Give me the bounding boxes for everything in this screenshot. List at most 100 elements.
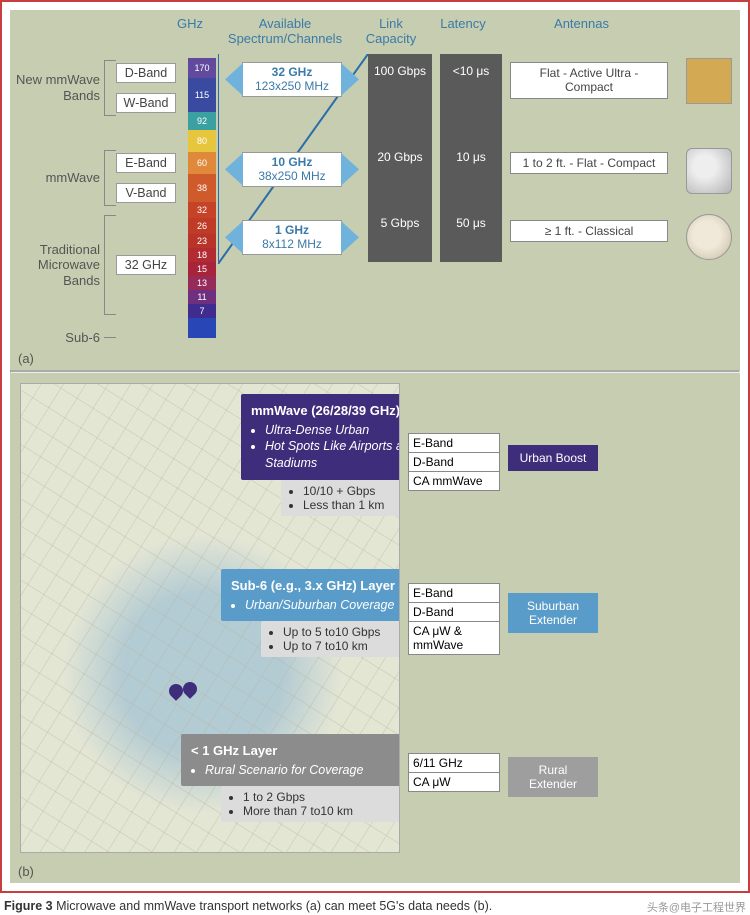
latency-bar: <10 μs 10 μs 50 μs bbox=[440, 54, 502, 262]
capacity-r3: 5 Gbps bbox=[368, 206, 432, 262]
layer-spec-item: Up to 5 to10 Gbps bbox=[283, 625, 400, 639]
band-e: E-Band bbox=[116, 153, 176, 173]
layer-specs: Up to 5 to10 GbpsUp to 7 to10 km bbox=[261, 621, 400, 657]
spectrum-arrow-2: 10 GHz38x250 MHz bbox=[242, 152, 342, 187]
layer-specs: 1 to 2 GbpsMore than 7 to10 km bbox=[221, 786, 400, 822]
ghz-segment: 60 bbox=[188, 152, 216, 174]
band-stack-item: CA μW bbox=[408, 772, 500, 792]
antenna-flat-image bbox=[686, 58, 732, 104]
group-label: Traditional Microwave Bands bbox=[10, 242, 100, 289]
ghz-segment: 7 bbox=[188, 304, 216, 318]
caption-bold: Figure 3 bbox=[4, 899, 53, 913]
right-column: E-BandD-BandCA mmWave Urban Boost E-Band… bbox=[408, 383, 730, 873]
bracket-icon bbox=[104, 215, 116, 315]
figure-caption: Figure 3 Microwave and mmWave transport … bbox=[0, 899, 750, 913]
layer-title: mmWave (26/28/39 GHz) Layer bbox=[251, 402, 400, 420]
ghz-segment: 23 bbox=[188, 234, 216, 248]
band-stack-item: E-Band bbox=[408, 433, 500, 453]
panel-label-a: (a) bbox=[18, 351, 34, 366]
layer-sub6: Sub-6 (e.g., 3.x GHz) Layer Urban/Suburb… bbox=[221, 569, 400, 657]
spectrum-sub: 123x250 MHz bbox=[255, 79, 329, 93]
layer-box: Sub-6 (e.g., 3.x GHz) Layer Urban/Suburb… bbox=[221, 569, 400, 621]
band-stack-item: D-Band bbox=[408, 452, 500, 472]
latency-r2: 10 μs bbox=[440, 140, 502, 206]
layer-spec-item: Up to 7 to10 km bbox=[283, 639, 400, 653]
band-w: W-Band bbox=[116, 93, 176, 113]
antenna-box-3: ≥ 1 ft. - Classical bbox=[510, 220, 668, 242]
capacity-r2: 20 Gbps bbox=[368, 140, 432, 206]
ghz-segment: 26 bbox=[188, 218, 216, 234]
group-traditional: Traditional Microwave Bands 32 GHz bbox=[10, 215, 176, 315]
layer-spec-item: 10/10 + Gbps bbox=[303, 484, 400, 498]
spectrum-arrow-3: 1 GHz8x112 MHz bbox=[242, 220, 342, 255]
header-antennas: Antennas bbox=[499, 16, 664, 46]
group-sub6: Sub-6 bbox=[10, 330, 116, 346]
spectrum-main: 10 GHz bbox=[272, 155, 313, 169]
ghz-segment: 92 bbox=[188, 112, 216, 130]
spectrum-main: 1 GHz bbox=[275, 223, 309, 237]
layer-title: < 1 GHz Layer bbox=[191, 742, 400, 760]
ghz-segment: 170 bbox=[188, 58, 216, 78]
ghz-color-bar: 17011592806038322623181513117 bbox=[188, 58, 216, 338]
panel-b: mmWave (26/28/39 GHz) Layer Ultra-Dense … bbox=[10, 373, 740, 883]
antenna-box-2: 1 to 2 ft. - Flat - Compact bbox=[510, 152, 668, 174]
spectrum-sub: 38x250 MHz bbox=[258, 169, 325, 183]
layer-bullet: Hot Spots Like Airports and Stadiums bbox=[265, 438, 400, 472]
band-stack-item: E-Band bbox=[408, 583, 500, 603]
spectrum-main: 32 GHz bbox=[272, 65, 313, 79]
tag-urban-boost: Urban Boost bbox=[508, 445, 598, 471]
band-stack-item: D-Band bbox=[408, 602, 500, 622]
group-label: Sub-6 bbox=[10, 330, 100, 346]
spectrum-arrow-1: 32 GHz123x250 MHz bbox=[242, 62, 342, 97]
bracket-icon bbox=[104, 60, 116, 116]
band-stack-item: CA mmWave bbox=[408, 471, 500, 491]
header-latency: Latency bbox=[427, 16, 499, 46]
layer-box: mmWave (26/28/39 GHz) Layer Ultra-Dense … bbox=[241, 394, 400, 480]
table-headers: GHz Available Spectrum/Channels Link Cap… bbox=[165, 16, 730, 46]
spectrum-sub: 8x112 MHz bbox=[262, 237, 322, 251]
tag-rural-extender: Rural Extender bbox=[508, 757, 598, 797]
band-stack-suburban: E-BandD-BandCA μW & mmWave bbox=[408, 583, 500, 654]
layer-bullet: Rural Scenario for Coverage bbox=[205, 762, 400, 779]
layer-bullet: Ultra-Dense Urban bbox=[265, 422, 400, 439]
band-stack-rural: 6/11 GHzCA μW bbox=[408, 753, 500, 791]
group-label: New mmWave Bands bbox=[10, 72, 100, 103]
ghz-segment: 11 bbox=[188, 290, 216, 304]
tag-suburban-extender: Suburban Extender bbox=[508, 593, 598, 633]
band-32ghz: 32 GHz bbox=[116, 255, 176, 275]
band-d: D-Band bbox=[116, 63, 176, 83]
group-new-mmwave: New mmWave Bands D-Band W-Band bbox=[10, 60, 176, 116]
layer-lt1ghz: < 1 GHz Layer Rural Scenario for Coverag… bbox=[181, 734, 400, 822]
layer-spec-item: Less than 1 km bbox=[303, 498, 400, 512]
bracket-icon bbox=[104, 337, 116, 338]
header-capacity: Link Capacity bbox=[355, 16, 427, 46]
capacity-bar: 100 Gbps 20 Gbps 5 Gbps bbox=[368, 54, 432, 262]
layer-bullet: Urban/Suburban Coverage bbox=[245, 597, 400, 614]
latency-r1: <10 μs bbox=[440, 54, 502, 140]
caption-text: Microwave and mmWave transport networks … bbox=[53, 899, 493, 913]
capacity-r1: 100 Gbps bbox=[368, 54, 432, 140]
layer-specs: 10/10 + GbpsLess than 1 km bbox=[281, 480, 400, 516]
band-stack-urban: E-BandD-BandCA mmWave bbox=[408, 433, 500, 490]
ghz-segment: 115 bbox=[188, 78, 216, 112]
antenna-dish-image bbox=[686, 214, 732, 260]
layer-box: < 1 GHz Layer Rural Scenario for Coverag… bbox=[181, 734, 400, 786]
panel-a: GHz Available Spectrum/Channels Link Cap… bbox=[10, 10, 740, 370]
bracket-icon bbox=[104, 150, 116, 206]
header-ghz: GHz bbox=[165, 16, 215, 46]
band-stack-item: 6/11 GHz bbox=[408, 753, 500, 773]
band-v: V-Band bbox=[116, 183, 176, 203]
layer-spec-item: More than 7 to10 km bbox=[243, 804, 393, 818]
ghz-segment: 18 bbox=[188, 248, 216, 262]
antenna-box-1: Flat - Active Ultra - Compact bbox=[510, 62, 668, 99]
group-mmwave: mmWave E-Band V-Band bbox=[10, 150, 176, 206]
layer-spec-item: 1 to 2 Gbps bbox=[243, 790, 393, 804]
figure-container: GHz Available Spectrum/Channels Link Cap… bbox=[0, 0, 750, 893]
header-spectrum: Available Spectrum/Channels bbox=[215, 16, 355, 46]
ghz-segment bbox=[188, 318, 216, 338]
latency-r3: 50 μs bbox=[440, 206, 502, 262]
band-stack-item: CA μW & mmWave bbox=[408, 621, 500, 655]
ghz-segment: 32 bbox=[188, 202, 216, 218]
panel-label-b: (b) bbox=[18, 864, 34, 879]
watermark-text: 头条@电子工程世界 bbox=[647, 899, 746, 915]
